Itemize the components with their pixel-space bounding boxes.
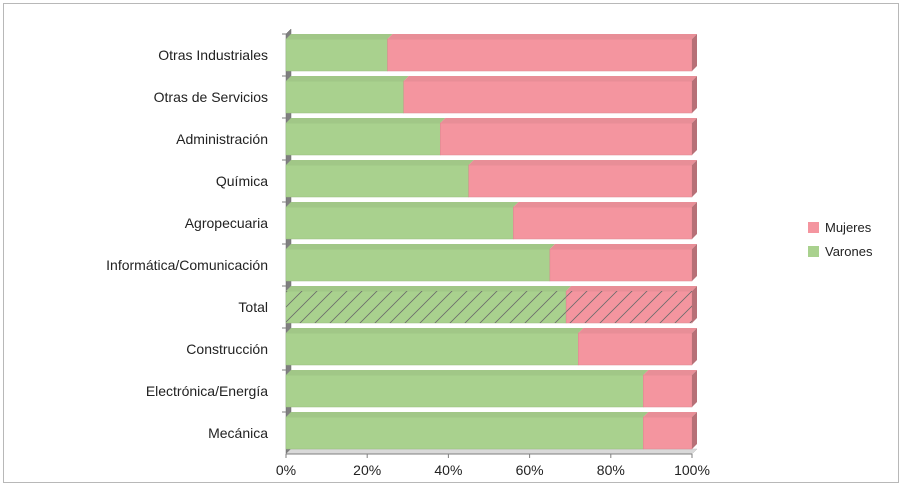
bar-top-mujeres-mecanica — [643, 412, 697, 417]
bar-mujeres-otras-de-servicios — [403, 80, 693, 114]
bar-hatch-varones-total — [286, 291, 567, 323]
bar-top-mujeres-informatica-comunicacion — [549, 244, 697, 249]
bar-group-otras-industriales — [285, 34, 697, 72]
bar-top-varones-electronica-energia — [286, 370, 649, 375]
bar-mujeres-informatica-comunicacion — [549, 248, 693, 282]
category-label-otras-industriales: Otras Industriales — [158, 47, 268, 63]
bar-top-varones-otras-de-servicios — [286, 76, 409, 81]
bar-group-informatica-comunicacion — [285, 244, 697, 282]
bar-varones-electronica-energia — [285, 374, 644, 408]
x-tick-label-60: 60% — [516, 462, 544, 478]
bar-varones-quimica — [285, 164, 469, 198]
bar-mujeres-electronica-energia — [643, 374, 693, 408]
bar-top-varones-quimica — [286, 160, 474, 165]
chart-floor — [285, 448, 698, 455]
bar-top-mujeres-construccion — [578, 328, 697, 333]
legend-swatch-mujeres — [808, 222, 819, 233]
x-tick-label-100: 100% — [674, 462, 710, 478]
bar-varones-otras-de-servicios — [285, 80, 404, 114]
bar-end-mujeres-administracion — [692, 118, 697, 155]
x-tick-label-0: 0% — [276, 462, 296, 478]
category-label-total: Total — [238, 299, 268, 315]
bar-varones-informatica-comunicacion — [285, 248, 551, 282]
bar-varones-administracion — [285, 122, 441, 156]
bar-mujeres-mecanica — [643, 416, 693, 450]
bar-group-quimica — [285, 160, 697, 198]
bar-end-mujeres-otras-industriales — [692, 34, 697, 71]
x-tick-label-40: 40% — [434, 462, 462, 478]
x-tick-label-80: 80% — [597, 462, 625, 478]
legend-label-varones: Varones — [825, 244, 873, 259]
legend: Mujeres Varones — [808, 220, 873, 259]
bar-varones-construccion — [285, 332, 579, 366]
category-label-quimica: Química — [216, 173, 268, 189]
stacked-bar-chart: Otras Industriales Otras de Servicios Admi… — [106, 28, 873, 478]
bar-top-mujeres-otras-industriales — [387, 34, 697, 39]
category-label-mecanica: Mecánica — [208, 425, 268, 441]
bar-group-agropecuaria — [285, 202, 697, 240]
bar-top-varones-agropecuaria — [286, 202, 519, 207]
bar-group-otras-de-servicios — [285, 76, 697, 114]
bar-end-mujeres-agropecuaria — [692, 202, 697, 239]
bar-group-mecanica — [285, 412, 697, 450]
plot-area: Otras Industriales Otras de Servicios Admi… — [106, 28, 710, 478]
bar-group-administracion — [285, 118, 697, 156]
bar-end-mujeres-mecanica — [692, 412, 697, 449]
bar-top-mujeres-otras-de-servicios — [403, 76, 697, 81]
bar-top-varones-otras-industriales — [286, 34, 393, 39]
bar-top-mujeres-administracion — [440, 118, 697, 123]
bar-mujeres-administracion — [440, 122, 693, 156]
category-label-electronica-energia: Electrónica/Energía — [146, 383, 268, 399]
chart-frame: Otras Industriales Otras de Servicios Admi… — [3, 3, 899, 483]
bar-top-varones-administracion — [286, 118, 446, 123]
bar-mujeres-agropecuaria — [513, 206, 693, 240]
bar-varones-mecanica — [285, 416, 644, 450]
bar-group-total — [285, 286, 697, 324]
bar-mujeres-quimica — [468, 164, 693, 198]
bar-varones-otras-industriales — [285, 38, 388, 72]
category-label-informatica-comunicacion: Informática/Comunicación — [106, 257, 268, 273]
bar-end-mujeres-construccion — [692, 328, 697, 365]
bar-top-varones-construccion — [286, 328, 584, 333]
bar-end-mujeres-quimica — [692, 160, 697, 197]
category-label-agropecuaria: Agropecuaria — [185, 215, 268, 231]
legend-swatch-varones — [808, 246, 819, 257]
bar-top-varones-total — [286, 286, 572, 291]
category-label-administracion: Administración — [176, 131, 268, 147]
bar-mujeres-otras-industriales — [387, 38, 693, 72]
bar-end-mujeres-otras-de-servicios — [692, 76, 697, 113]
bar-varones-agropecuaria — [285, 206, 514, 240]
x-tick-label-20: 20% — [353, 462, 381, 478]
legend-label-mujeres: Mujeres — [825, 220, 872, 235]
bar-end-mujeres-total — [692, 286, 697, 323]
bar-hatch-mujeres-total — [566, 291, 692, 323]
bar-top-mujeres-agropecuaria — [513, 202, 697, 207]
category-label-otras-de-servicios: Otras de Servicios — [154, 89, 268, 105]
category-label-construccion: Construcción — [186, 341, 268, 357]
bar-end-mujeres-informatica-comunicacion — [692, 244, 697, 281]
bar-group-construccion — [285, 328, 697, 366]
bar-top-varones-informatica-comunicacion — [286, 244, 555, 249]
bar-top-mujeres-electronica-energia — [643, 370, 697, 375]
bar-top-mujeres-total — [566, 286, 697, 291]
bar-top-mujeres-quimica — [468, 160, 697, 165]
bar-group-electronica-energia — [285, 370, 697, 408]
bar-end-mujeres-electronica-energia — [692, 370, 697, 407]
bar-top-varones-mecanica — [286, 412, 649, 417]
bar-mujeres-construccion — [578, 332, 693, 366]
